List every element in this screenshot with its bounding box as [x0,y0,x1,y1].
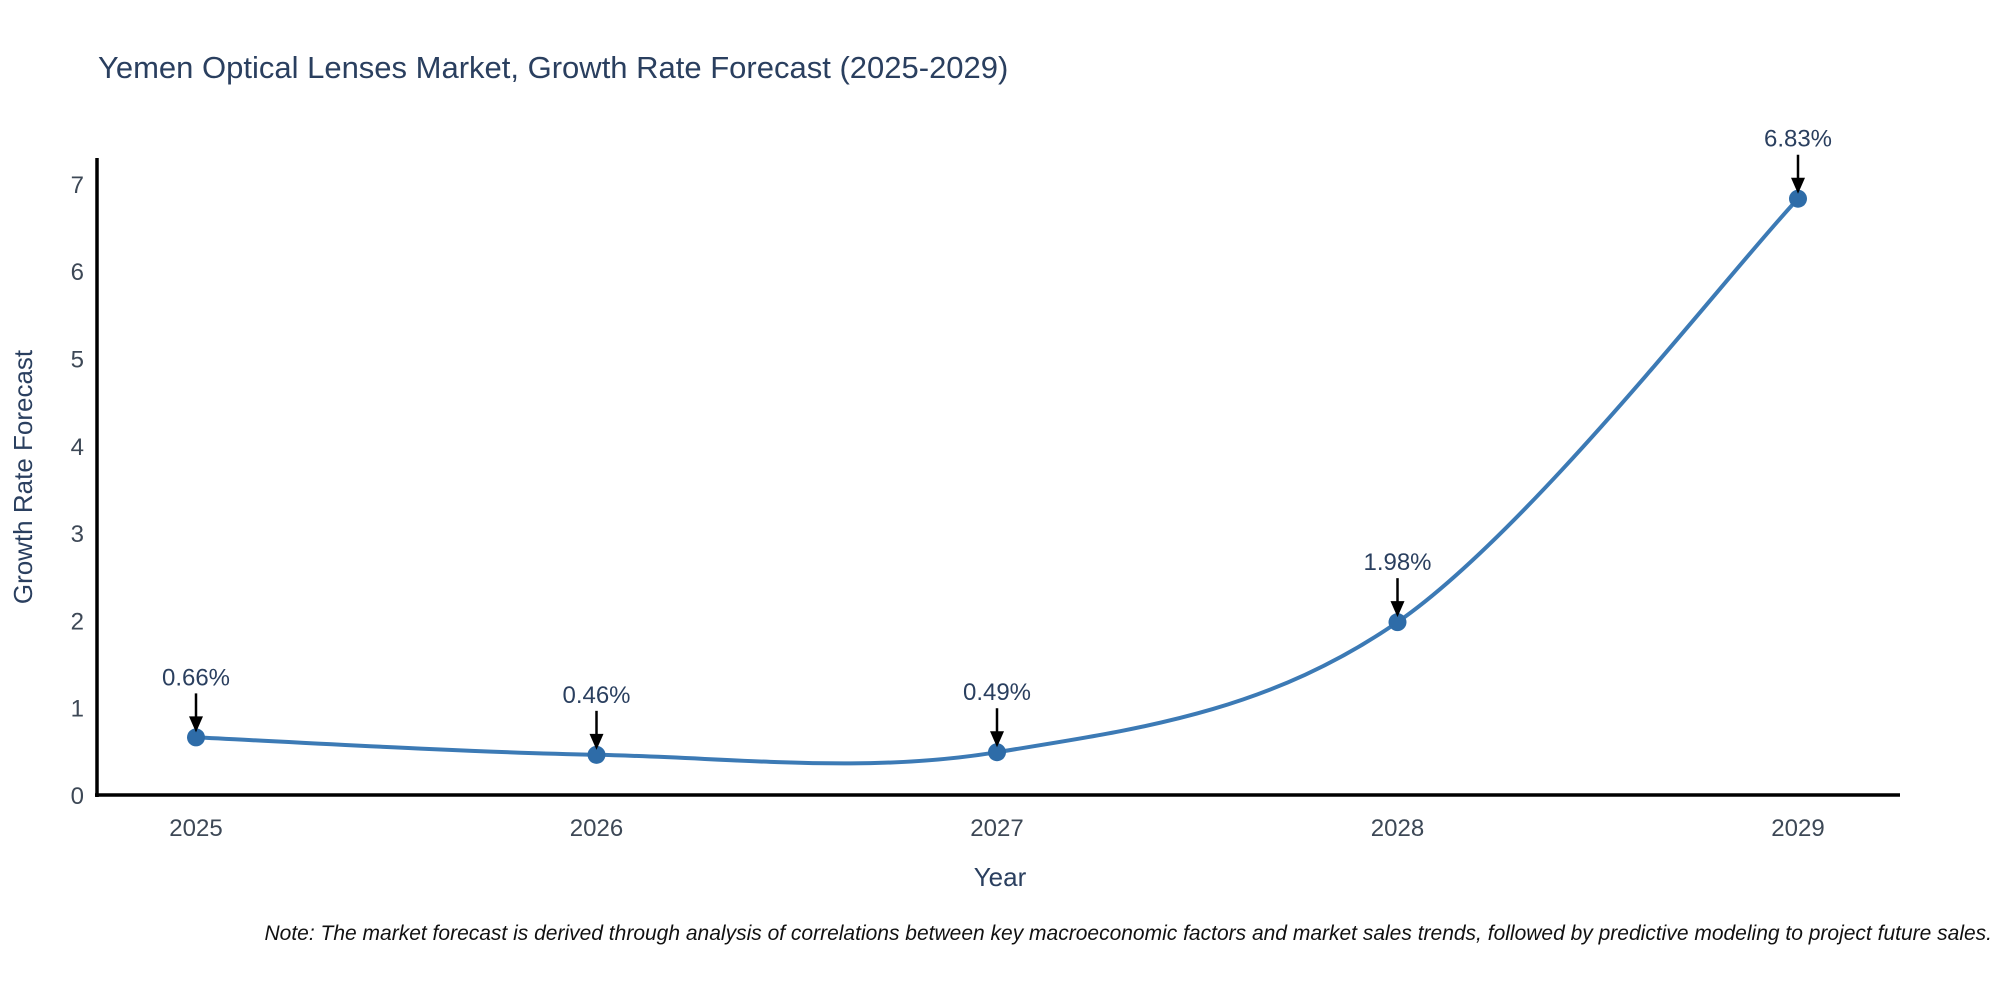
x-tick-label: 2026 [570,815,623,842]
x-tick-label: 2027 [970,815,1023,842]
y-tick-label: 5 [71,347,84,374]
annotation-arrowhead [589,733,604,750]
series-line [194,196,1800,766]
data-point-marker [187,728,205,747]
y-axis-title: Growth Rate Forecast [8,349,38,604]
y-tick-label: 7 [71,172,84,199]
annotation-arrowhead [1390,601,1405,618]
x-tick-label: 2025 [169,815,222,842]
annotation-label: 0.49% [963,679,1031,706]
y-tick-label: 0 [71,783,84,810]
data-point-marker [1388,613,1407,632]
data-point-marker [587,745,606,764]
annotation-arrowhead [1791,177,1805,194]
annotation-label: 1.98% [1363,549,1431,576]
y-tick-label: 2 [71,608,84,635]
data-point-marker [1789,189,1807,208]
annotation-arrowhead [990,731,1004,748]
chart-title: Yemen Optical Lenses Market, Growth Rate… [98,50,1008,85]
annotation-label: 6.83% [1764,126,1832,153]
footnote: Note: The market forecast is derived thr… [265,922,1993,945]
plot-area: 0 1 2 3 4 5 6 7 2025 2026 2027 2028 2029 0.66% 0.46% 0.… [71,126,1900,842]
annotation-label: 0.46% [562,682,630,709]
y-tick-label: 6 [71,259,84,286]
y-tick-label: 3 [71,521,84,548]
y-tick-label: 1 [71,696,84,723]
annotation-label: 0.66% [162,664,230,691]
x-tick-label: 2029 [1771,815,1824,842]
annotation-arrowhead [189,716,203,733]
x-tick-label: 2028 [1371,815,1424,842]
data-point-marker [988,743,1006,762]
y-tick-label: 4 [71,434,84,461]
x-axis-title: Year [974,862,1027,892]
